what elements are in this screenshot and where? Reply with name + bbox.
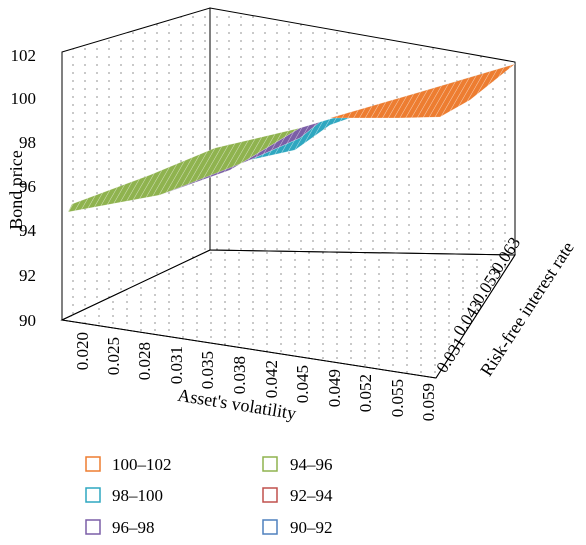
legend-label: 98–100 xyxy=(112,486,163,505)
z-tick-label: 94 xyxy=(19,221,37,240)
surface-band-96-98-mesh xyxy=(160,122,320,195)
legend-swatch xyxy=(262,487,278,503)
surface-band-94-96-mesh xyxy=(68,128,300,212)
surface-band-98-100-mesh xyxy=(250,64,515,160)
floor-right-edge xyxy=(435,254,516,379)
x-tick-label: 0.042 xyxy=(262,360,281,398)
legend-label: 92–94 xyxy=(290,486,333,505)
legend-swatch xyxy=(85,456,101,472)
legend-label: 96–98 xyxy=(112,518,155,537)
x-tick-label: 0.035 xyxy=(198,351,217,389)
z-axis-title: Bond price xyxy=(6,150,26,229)
x-tick-label: 0.020 xyxy=(73,332,92,370)
z-tick-label: 92 xyxy=(19,266,36,285)
x-tick-label: 0.031 xyxy=(167,346,186,384)
x-tick-label: 0.045 xyxy=(293,365,312,403)
back-wall-right xyxy=(209,7,516,256)
legend: 100–102 98–100 96–98 94–96 92–94 90–92 xyxy=(85,455,333,537)
x-tick-label: 0.049 xyxy=(325,369,344,407)
z-tick-label: 102 xyxy=(11,46,37,65)
x-tick-label: 0.059 xyxy=(419,383,438,421)
z-axis: 90 92 94 96 98 100 102 Bond price xyxy=(6,46,63,330)
z-tick-label: 98 xyxy=(19,133,36,152)
x-tick-label: 0.055 xyxy=(388,379,407,417)
legend-swatch xyxy=(262,456,278,472)
legend-label: 94–96 xyxy=(290,455,333,474)
x-tick-label: 0.038 xyxy=(230,356,249,394)
x-tick-label: 0.028 xyxy=(135,342,154,380)
z-tick-label: 96 xyxy=(19,177,36,196)
legend-swatch xyxy=(85,519,101,535)
legend-swatch xyxy=(262,519,278,535)
floor-front-edge xyxy=(61,319,437,379)
legend-swatch xyxy=(85,487,101,503)
z-tick-label: 90 xyxy=(19,311,36,330)
surface-layer xyxy=(67,63,516,213)
x-tick-label: 0.052 xyxy=(356,374,375,412)
x-tick-label: 0.025 xyxy=(104,337,123,375)
surface-band-100-102-mesh xyxy=(330,64,515,118)
legend-label: 100–102 xyxy=(112,455,172,474)
z-tick-label: 100 xyxy=(11,89,37,108)
legend-label: 90–92 xyxy=(290,518,333,537)
